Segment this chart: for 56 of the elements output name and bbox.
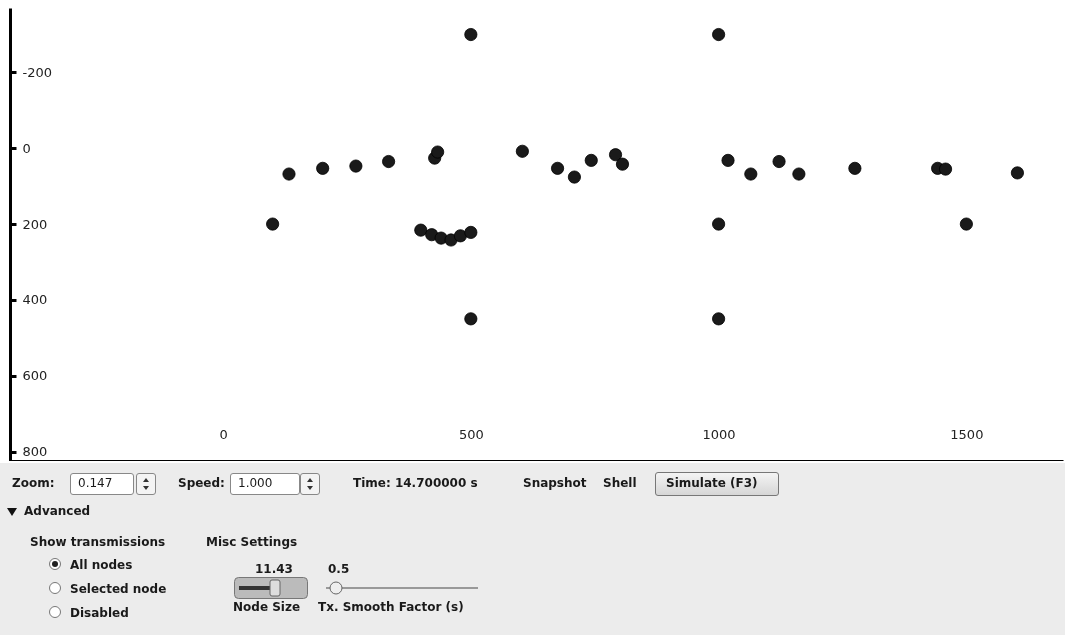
text: 0.5 xyxy=(328,562,350,576)
text: 11.43 xyxy=(255,562,293,576)
point xyxy=(464,225,478,239)
point xyxy=(959,217,973,231)
point xyxy=(772,155,786,169)
text: Simulate (F3) xyxy=(666,476,758,490)
point xyxy=(551,161,565,175)
point xyxy=(744,167,758,181)
text: Shell xyxy=(603,476,637,490)
point xyxy=(848,161,862,175)
text: Snapshot xyxy=(523,476,587,490)
point xyxy=(464,312,478,326)
x-tick-label: 1000 xyxy=(702,426,736,442)
point xyxy=(464,28,478,42)
point xyxy=(414,223,428,237)
point xyxy=(712,312,726,326)
y-tick-label: 200 xyxy=(22,216,48,232)
y-tick-label: 600 xyxy=(22,368,48,384)
point xyxy=(282,167,296,181)
text: Time: 14.700000 s xyxy=(353,476,478,490)
point xyxy=(609,148,623,162)
point xyxy=(316,161,330,175)
point xyxy=(712,217,726,231)
point xyxy=(712,28,726,42)
point xyxy=(431,145,445,159)
text: Tx. Smooth Factor (s) xyxy=(318,600,464,614)
y-tick-label: 800 xyxy=(22,444,48,460)
text: Node Size xyxy=(233,600,301,614)
point xyxy=(939,162,953,176)
text: Misc Settings xyxy=(206,535,298,549)
point xyxy=(584,153,598,167)
x-tick-label: 0 xyxy=(219,426,228,442)
point xyxy=(349,159,363,173)
text: Speed: xyxy=(178,476,225,490)
y-tick-label: 0 xyxy=(22,140,31,156)
point xyxy=(721,153,735,167)
point xyxy=(382,155,396,169)
x-tick-label: 1500 xyxy=(950,426,984,442)
y-tick-label: 400 xyxy=(22,292,48,308)
text: Show transmissions xyxy=(30,535,166,549)
text: 0.147 xyxy=(78,476,113,490)
text: Zoom: xyxy=(12,476,55,490)
point xyxy=(1010,166,1024,180)
y-tick-label: -200 xyxy=(22,64,53,80)
text: 1.000 xyxy=(238,476,273,490)
point xyxy=(792,167,806,181)
x-tick-label: 500 xyxy=(458,426,484,442)
point xyxy=(266,217,280,231)
point xyxy=(444,233,458,247)
text: Selected node xyxy=(70,582,167,596)
point xyxy=(567,170,581,184)
text: Advanced xyxy=(24,504,91,518)
point xyxy=(515,144,529,158)
text: Disabled xyxy=(70,606,129,620)
point xyxy=(615,157,629,171)
text: All nodes xyxy=(70,558,133,572)
